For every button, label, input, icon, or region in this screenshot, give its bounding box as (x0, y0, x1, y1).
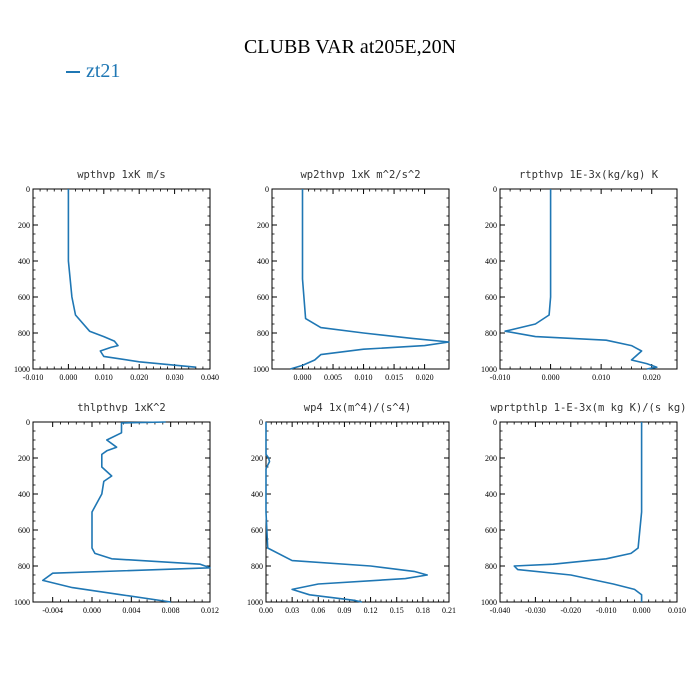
x-tick-label: 0.03 (285, 606, 299, 615)
y-tick-label: 1000 (14, 365, 30, 374)
y-tick-label: 600 (18, 293, 30, 302)
plot-frame (499, 188, 678, 370)
plot-frame (265, 421, 450, 603)
y-tick-label: 600 (18, 526, 30, 535)
legend-line-swatch (66, 71, 80, 74)
y-tick-label: 400 (251, 490, 263, 499)
x-tick-label: 0.18 (416, 606, 430, 615)
y-tick-label: 600 (251, 526, 263, 535)
x-tick-label: 0.020 (416, 373, 434, 382)
plot-frame (32, 188, 211, 370)
series-line (290, 189, 450, 370)
series-line (504, 189, 658, 370)
y-tick-label: 400 (18, 490, 30, 499)
x-tick-label: -0.020 (560, 606, 581, 615)
x-tick-label: -0.010 (23, 373, 44, 382)
legend-label: zt21 (86, 60, 121, 82)
y-tick-label: 0 (493, 418, 497, 427)
y-tick-label: 400 (485, 257, 497, 266)
y-tick-label: 400 (257, 257, 269, 266)
y-tick-label: 200 (18, 221, 30, 230)
panel-5: wp4 1x(m^4)/(s^4) 0.00 0.03 0.06 0.09 0.12 0.1… (247, 402, 456, 615)
y-tick-label: 0 (26, 418, 30, 427)
y-tick-label: 1000 (14, 598, 30, 607)
x-tick-label: 0.000 (294, 373, 312, 382)
y-tick-label: 200 (251, 454, 263, 463)
panel-title: wpthvp 1xK m/s (77, 169, 166, 181)
y-tick-label: 1000 (481, 598, 497, 607)
series-line (67, 189, 196, 368)
x-tick-label: 0.030 (166, 373, 184, 382)
y-tick-label: 800 (18, 329, 30, 338)
series-line (41, 421, 211, 603)
y-tick-label: 400 (18, 257, 30, 266)
panel-title: wp4 1x(m^4)/(s^4) (304, 402, 411, 414)
x-tick-label: 0.09 (337, 606, 351, 615)
x-tick-label: 0.06 (311, 606, 325, 615)
y-tick-label: 200 (18, 454, 30, 463)
legend: zt21 (66, 60, 120, 83)
y-tick-label: 600 (485, 526, 497, 535)
page-title: CLUBB VAR at205E,20N (243, 36, 457, 58)
y-tick-label: 600 (257, 293, 269, 302)
plot-frame (499, 421, 678, 603)
x-tick-label: 0.000 (59, 373, 77, 382)
y-tick-label: 0 (493, 185, 497, 194)
x-tick-label: 0.000 (542, 373, 560, 382)
y-tick-label: 1000 (253, 365, 269, 374)
x-tick-label: -0.030 (525, 606, 546, 615)
panel-title: wp2thvp 1xK m^2/s^2 (300, 169, 420, 181)
panel-4: thlpthvp 1xK^2 -0.004 0.000 0.004 0.008 0.012… (14, 402, 219, 615)
y-tick-label: 0 (26, 185, 30, 194)
x-tick-label: 0.010 (95, 373, 113, 382)
panel-3: rtpthvp 1E-3x(kg/kg) K -0.010 0.000 0.010 0.… (481, 169, 678, 382)
y-tick-label: 200 (257, 221, 269, 230)
x-tick-label: 0.004 (122, 606, 140, 615)
series-line (513, 422, 643, 602)
y-tick-label: 800 (257, 329, 269, 338)
x-tick-label: 0.005 (324, 373, 342, 382)
y-tick-label: 600 (485, 293, 497, 302)
x-tick-label: 0.15 (390, 606, 404, 615)
x-tick-label: 0.008 (162, 606, 180, 615)
x-tick-label: 0.040 (201, 373, 219, 382)
x-tick-label: 0.010 (592, 373, 610, 382)
y-tick-label: 400 (485, 490, 497, 499)
x-tick-label: 0.015 (385, 373, 403, 382)
x-tick-label: 0.012 (201, 606, 219, 615)
x-tick-label: 0.020 (130, 373, 148, 382)
x-tick-label: -0.010 (596, 606, 617, 615)
panel-title: rtpthvp 1E-3x(kg/kg) K (519, 169, 659, 181)
y-tick-label: 200 (485, 454, 497, 463)
panel-title: wprtpthlp 1-E-3x(m kg K)/(s kg) (491, 402, 687, 414)
x-tick-label: 0.12 (364, 606, 378, 615)
panel-title: thlpthvp 1xK^2 (77, 402, 166, 414)
x-tick-label: 0.00 (259, 606, 273, 615)
x-tick-label: 0.000 (83, 606, 101, 615)
y-tick-label: 1000 (481, 365, 497, 374)
y-tick-label: 800 (485, 562, 497, 571)
x-tick-label: 0.010 (668, 606, 686, 615)
panel-1: wpthvp 1xK m/s -0.010 0.000 0.010 0.020 0.030… (14, 169, 219, 382)
panel-6: wprtpthlp 1-E-3x(m kg K)/(s kg) -0.040 -0.… (481, 402, 686, 615)
y-tick-label: 800 (18, 562, 30, 571)
x-tick-label: 0.020 (643, 373, 661, 382)
y-tick-label: 200 (485, 221, 497, 230)
x-tick-label: -0.040 (490, 606, 511, 615)
x-tick-label: -0.004 (42, 606, 63, 615)
x-tick-label: 0.010 (355, 373, 373, 382)
x-tick-label: 0.21 (442, 606, 456, 615)
x-tick-label: -0.010 (490, 373, 511, 382)
y-tick-label: 1000 (247, 598, 263, 607)
series-line (265, 422, 429, 603)
plot-frame (32, 421, 211, 603)
y-tick-label: 800 (251, 562, 263, 571)
y-tick-label: 800 (485, 329, 497, 338)
x-tick-label: 0.000 (633, 606, 651, 615)
panel-2: wp2thvp 1xK m^2/s^2 0.000 0.005 0.010 0.015 0… (253, 169, 450, 382)
y-tick-label: 0 (265, 185, 269, 194)
y-tick-label: 0 (259, 418, 263, 427)
plot-frame (271, 188, 450, 370)
